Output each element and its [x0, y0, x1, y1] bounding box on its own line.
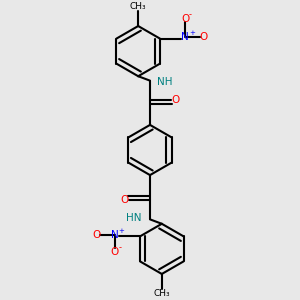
- Text: CH₃: CH₃: [130, 2, 146, 11]
- Text: -: -: [118, 244, 122, 253]
- Text: O: O: [172, 95, 180, 105]
- Text: O: O: [181, 14, 189, 24]
- Text: -: -: [189, 10, 192, 19]
- Text: NH: NH: [158, 77, 173, 87]
- Text: N: N: [181, 32, 189, 42]
- Text: O: O: [120, 195, 128, 205]
- Text: +: +: [189, 30, 195, 36]
- Text: N: N: [111, 230, 119, 240]
- Text: O: O: [111, 247, 119, 257]
- Text: O: O: [200, 32, 208, 42]
- Text: O: O: [92, 230, 101, 240]
- Text: HN: HN: [126, 213, 142, 223]
- Text: CH₃: CH₃: [154, 289, 170, 298]
- Text: +: +: [118, 228, 124, 234]
